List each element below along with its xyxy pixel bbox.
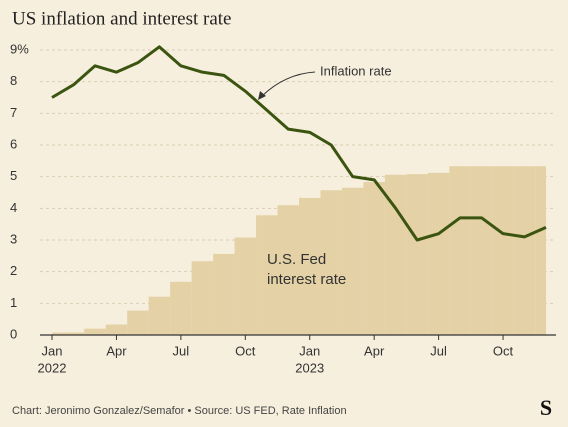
x-tick-label: Apr (106, 343, 127, 358)
rate-step (299, 197, 321, 335)
x-tick-label: Oct (493, 343, 514, 358)
year-label: 2023 (295, 360, 324, 375)
rate-step (84, 328, 106, 335)
rate-step (470, 166, 493, 335)
rate-step (449, 166, 471, 335)
rate-step (341, 187, 364, 335)
x-tick-label: Jul (430, 343, 447, 358)
annotation-arrow (261, 71, 316, 97)
x-tick-label: Oct (235, 343, 256, 358)
rate-step (52, 332, 63, 335)
annotation: U.S. Fed (267, 251, 326, 268)
x-tick-label: Apr (364, 343, 385, 358)
rate-step (406, 174, 428, 335)
x-tick-label: Jan (299, 343, 320, 358)
annotation: interest rate (267, 271, 346, 288)
rate-step (320, 190, 342, 335)
annotation: Inflation rate (320, 63, 392, 78)
chart-title: US inflation and interest rate (12, 8, 232, 29)
y-tick-label: 5 (10, 168, 17, 183)
rate-step (191, 261, 214, 335)
rate-step (492, 166, 514, 335)
rate-step (148, 296, 171, 335)
x-tick-label: Jan (42, 343, 63, 358)
rate-step (213, 253, 235, 335)
rate-step (363, 182, 385, 335)
rate-step (62, 332, 85, 335)
y-tick-label: 9% (10, 41, 29, 56)
rate-step (234, 237, 257, 335)
y-tick-label: 8 (10, 73, 17, 88)
rate-step (277, 205, 299, 335)
x-tick-label: Jul (173, 343, 190, 358)
arrow-head (258, 91, 266, 100)
year-label: 2022 (38, 360, 67, 375)
rate-step (256, 215, 278, 335)
logo: S (540, 395, 552, 420)
rate-step (427, 172, 450, 335)
inflation-line (51, 45, 547, 242)
rate-step (127, 310, 149, 335)
rate-step (535, 166, 546, 335)
y-tick-label: 1 (10, 295, 17, 310)
rate-step (105, 324, 128, 335)
y-tick-label: 2 (10, 263, 17, 278)
y-tick-label: 7 (10, 105, 17, 120)
y-tick-label: 3 (10, 231, 17, 246)
y-tick-label: 0 (10, 326, 17, 341)
rate-step (170, 281, 192, 335)
source: Chart: Jeronimo Gonzalez/Semafor • Sourc… (12, 405, 347, 417)
y-tick-label: 6 (10, 136, 17, 151)
rate-step (513, 166, 536, 335)
y-tick-label: 4 (10, 200, 17, 215)
